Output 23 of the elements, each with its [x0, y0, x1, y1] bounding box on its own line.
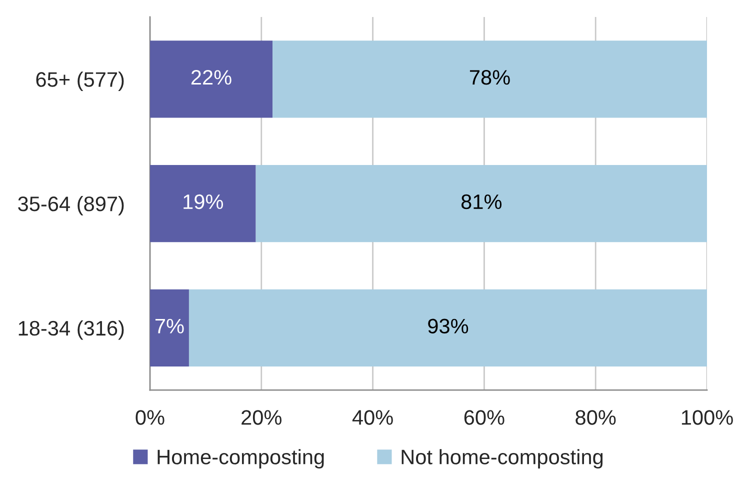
data-label: 22% — [191, 70, 232, 85]
data-label: 81% — [461, 194, 502, 210]
y-tick-label: 18-34 (316) — [18, 320, 124, 340]
x-tick-label: 40% — [352, 410, 393, 425]
data-label: 7% — [155, 318, 184, 334]
x-tick-label: 60% — [464, 410, 504, 425]
data-label: 93% — [428, 318, 468, 334]
y-tick-label: 35-64 (897) — [18, 196, 124, 216]
bar — [150, 164, 256, 242]
x-tick-label: 80% — [576, 410, 616, 425]
x-tick-label: 20% — [242, 410, 282, 425]
y-tick-label: 65+ (577) — [36, 72, 124, 92]
legend-label: Not home-composting — [402, 449, 603, 468]
bar — [150, 40, 273, 118]
data-label: 19% — [184, 194, 224, 210]
legend-label: Home-composting — [158, 449, 324, 468]
x-tick-label: 100% — [682, 410, 733, 425]
data-label: 78% — [470, 70, 510, 85]
bar — [150, 289, 189, 366]
x-tick-label: 0% — [136, 410, 164, 425]
bar — [256, 164, 708, 242]
bar — [272, 40, 708, 118]
bar — [188, 289, 708, 366]
